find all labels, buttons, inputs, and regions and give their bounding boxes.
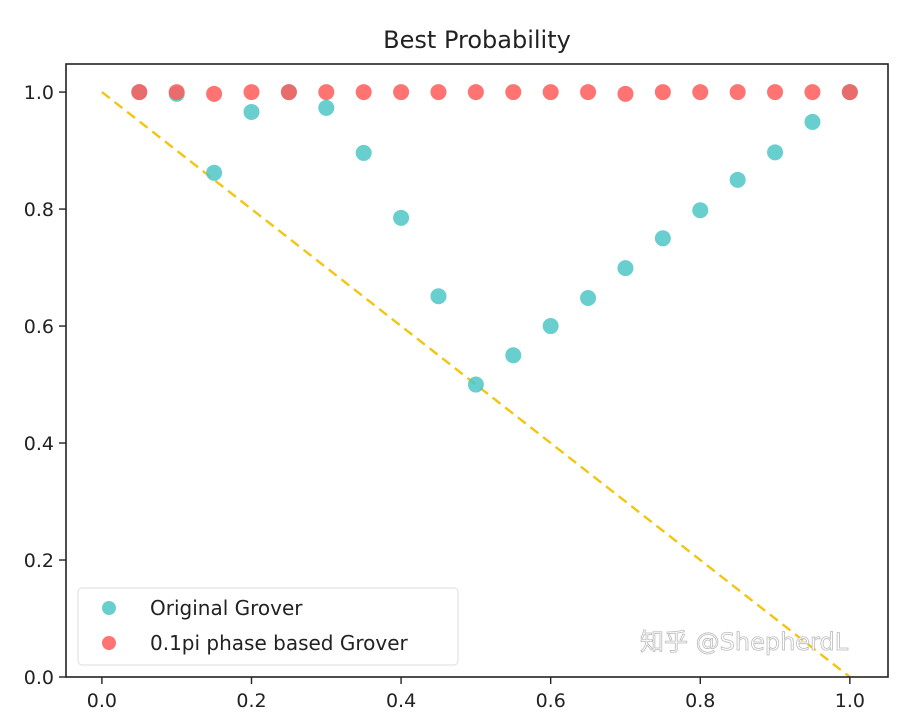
legend-label-phase: 0.1pi phase based Grover (150, 631, 409, 655)
original-grover-point (430, 288, 447, 305)
x-tick-label: 0.0 (87, 690, 117, 712)
phase-grover-point (729, 84, 746, 101)
phase-grover-point (654, 84, 671, 101)
x-tick-label: 1.0 (835, 690, 865, 712)
original-grover-point (804, 113, 821, 130)
phase-grover-point (542, 84, 559, 101)
phase-grover-point (318, 84, 335, 101)
y-tick-label: 0.2 (24, 550, 54, 572)
original-grover-point (355, 144, 372, 161)
original-grover-point (505, 347, 522, 364)
y-tick-label: 1.0 (24, 82, 54, 104)
legend-label-original: Original Grover (150, 596, 303, 620)
reference-line (101, 91, 851, 678)
axes-frame (65, 63, 889, 678)
legend: Original Grover 0.1pi phase based Grover (77, 587, 459, 666)
original-grover-point (617, 260, 634, 277)
x-tick-label: 0.6 (536, 690, 566, 712)
legend-box (77, 587, 459, 666)
phase-grover-point (206, 85, 223, 102)
original-grover-point (580, 289, 597, 306)
phase-grover-point (580, 84, 597, 101)
original-grover-point (467, 376, 484, 393)
original-grover-point (692, 202, 709, 219)
phase-grover-point (505, 84, 522, 101)
phase-grover-point (393, 84, 410, 101)
original-grover-point (206, 164, 223, 181)
watermark: 知乎 @ShepherdL (640, 628, 849, 656)
original-grover-point (542, 318, 559, 335)
y-tick-label: 0.6 (24, 316, 54, 338)
phase-grover-point (355, 84, 372, 101)
phase-grover-point (467, 84, 484, 101)
original-grover-point (318, 99, 335, 116)
chart-title: Best Probability (383, 26, 571, 54)
legend-marker-original (102, 601, 116, 615)
x-tick-label: 0.2 (236, 690, 266, 712)
phase-grover-point (692, 84, 709, 101)
phase-grover-point (767, 84, 784, 101)
y-tick-label: 0.0 (24, 667, 54, 689)
y-tick-label: 0.4 (24, 433, 54, 455)
original-grover-point (767, 144, 784, 161)
original-grover-point (243, 103, 260, 120)
phase-grover-point (280, 84, 297, 101)
x-tick-label: 0.4 (386, 690, 416, 712)
original-grover-point (654, 230, 671, 247)
legend-marker-phase (102, 636, 116, 650)
phase-grover-point (430, 84, 447, 101)
x-tick-label: 0.8 (685, 690, 715, 712)
phase-grover-point (168, 84, 185, 101)
phase-grover-point (131, 84, 148, 101)
phase-grover-point (243, 84, 260, 101)
original-grover-point (393, 209, 410, 226)
phase-grover-point (804, 84, 821, 101)
y-tick-label: 0.8 (24, 199, 54, 221)
phase-grover-point (841, 84, 858, 101)
phase-grover-point (617, 85, 634, 102)
original-grover-point (729, 171, 746, 188)
